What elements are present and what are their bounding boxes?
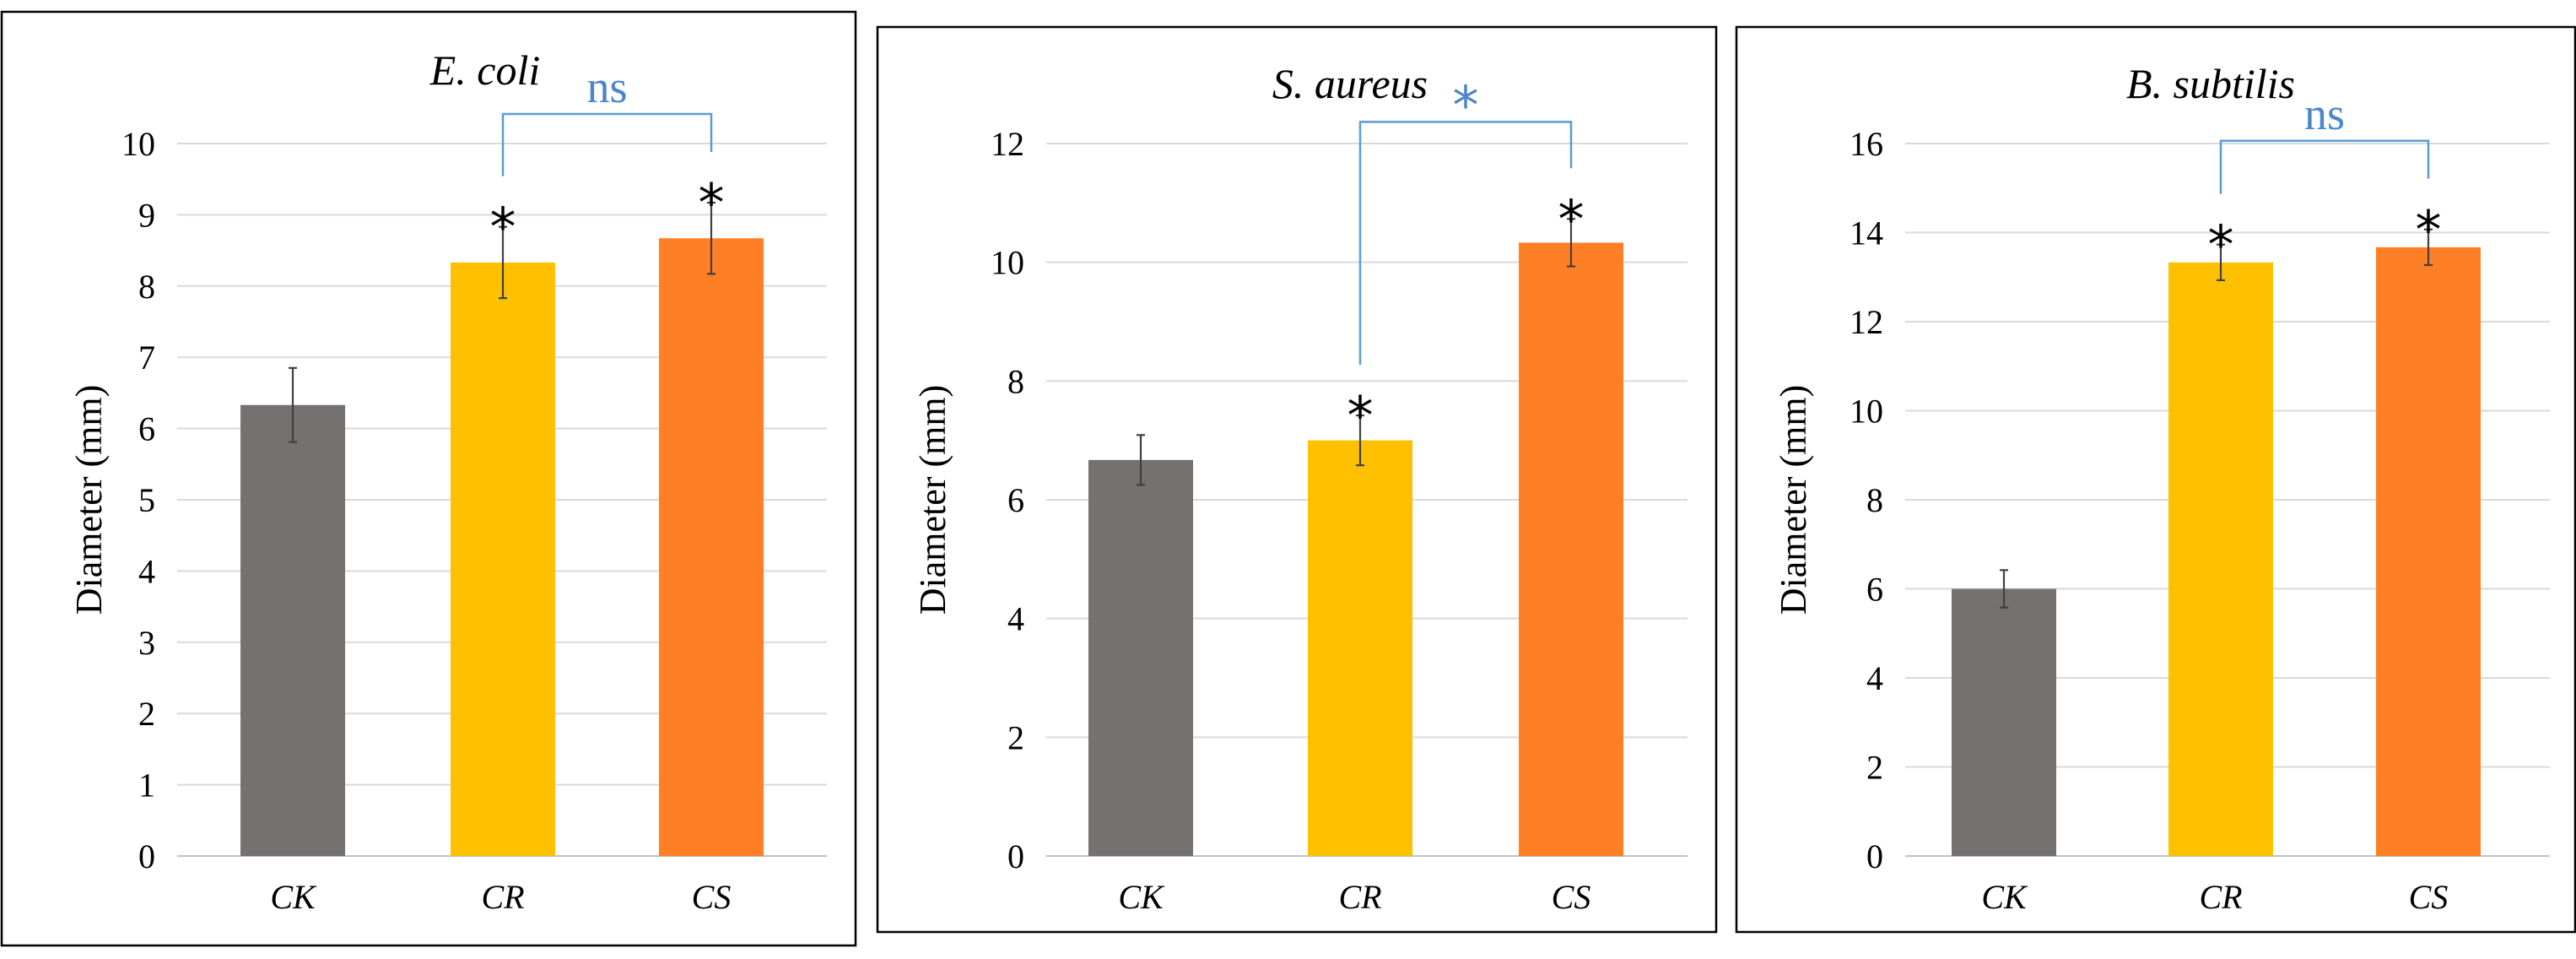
y-tick-label: 1 bbox=[138, 767, 155, 805]
x-tick-label: CR bbox=[481, 878, 524, 916]
y-tick-label: 0 bbox=[138, 837, 155, 875]
y-tick-label: 9 bbox=[138, 196, 155, 234]
y-tick-label: 0 bbox=[1007, 837, 1024, 875]
y-tick-label: 0 bbox=[1866, 837, 1883, 875]
y-tick-label: 7 bbox=[138, 339, 155, 377]
comparison-label: * bbox=[1453, 74, 1479, 136]
y-tick-label: 14 bbox=[1850, 214, 1883, 252]
x-tick-label: CR bbox=[2199, 878, 2242, 916]
x-tick-label: CS bbox=[1552, 878, 1591, 916]
comparison-bracket bbox=[1358, 121, 1573, 366]
chart-panel: 0 2 4 6 8 10 12 Diameter (mm) S. aureus CK * CR * CS * bbox=[876, 25, 1718, 934]
significance-star: * bbox=[2416, 199, 2442, 261]
y-tick-label: 12 bbox=[991, 125, 1024, 163]
y-tick-label: 5 bbox=[138, 481, 155, 519]
y-tick-label: 2 bbox=[1007, 718, 1024, 756]
y-tick-label: 8 bbox=[138, 268, 155, 306]
bar-cs bbox=[2376, 247, 2481, 857]
x-tick-label: CR bbox=[1338, 878, 1381, 916]
bar-cr bbox=[2168, 262, 2273, 856]
x-tick-label: CK bbox=[1118, 878, 1165, 916]
comparison-bracket bbox=[2219, 139, 2430, 194]
bar-cs bbox=[659, 238, 764, 856]
significance-star: * bbox=[1347, 385, 1374, 447]
y-tick-label: 10 bbox=[991, 244, 1024, 282]
comparison-label: ns bbox=[586, 62, 627, 112]
x-tick-label: CS bbox=[692, 878, 732, 916]
comparison-label: ns bbox=[2304, 89, 2345, 139]
chart-title: S. aureus bbox=[1272, 60, 1428, 107]
bar-cs bbox=[1519, 242, 1623, 856]
y-tick-label: 3 bbox=[138, 624, 155, 662]
chart-title: E. coli bbox=[429, 46, 541, 94]
significance-star: * bbox=[699, 172, 725, 234]
bar-ck bbox=[1088, 459, 1193, 856]
y-tick-label: 2 bbox=[1866, 749, 1883, 787]
chart-panel: 0 1 2 3 4 5 6 7 8 9 10 Diameter (mm) E. coli CK * CR * CS… bbox=[0, 10, 857, 947]
bar-ck bbox=[240, 404, 345, 856]
y-tick-label: 8 bbox=[1866, 481, 1883, 519]
y-tick-label: 16 bbox=[1850, 125, 1883, 163]
y-tick-label: 6 bbox=[1007, 481, 1024, 519]
y-tick-label: 4 bbox=[1007, 600, 1024, 638]
bar-cr bbox=[1308, 440, 1412, 856]
chart-title: B. subtilis bbox=[2126, 60, 2295, 107]
y-tick-label: 10 bbox=[1850, 393, 1883, 431]
bar-cr bbox=[451, 262, 555, 856]
y-tick-label: 4 bbox=[1866, 659, 1883, 697]
y-tick-label: 6 bbox=[1866, 571, 1883, 609]
y-tick-label: 6 bbox=[138, 410, 155, 448]
significance-star: * bbox=[490, 197, 516, 258]
y-tick-label: 2 bbox=[138, 695, 155, 733]
y-axis-label: Diameter (mm) bbox=[912, 385, 953, 615]
significance-star: * bbox=[2208, 214, 2234, 276]
y-tick-label: 8 bbox=[1007, 362, 1024, 400]
significance-star: * bbox=[1558, 188, 1585, 250]
y-axis-label: Diameter (mm) bbox=[1773, 385, 1814, 615]
y-axis-label: Diameter (mm) bbox=[68, 385, 110, 615]
chart-panel: 0 2 4 6 8 10 12 14 16 Diameter (mm) B. subtilis CK *… bbox=[1735, 25, 2576, 934]
bar-ck bbox=[1952, 588, 2056, 856]
x-tick-label: CK bbox=[270, 878, 317, 916]
y-tick-label: 4 bbox=[138, 552, 155, 590]
y-tick-label: 12 bbox=[1850, 303, 1883, 341]
x-tick-label: CK bbox=[1981, 878, 2028, 916]
comparison-bracket bbox=[501, 112, 713, 176]
x-tick-label: CS bbox=[2409, 878, 2449, 916]
y-tick-label: 10 bbox=[122, 125, 155, 163]
